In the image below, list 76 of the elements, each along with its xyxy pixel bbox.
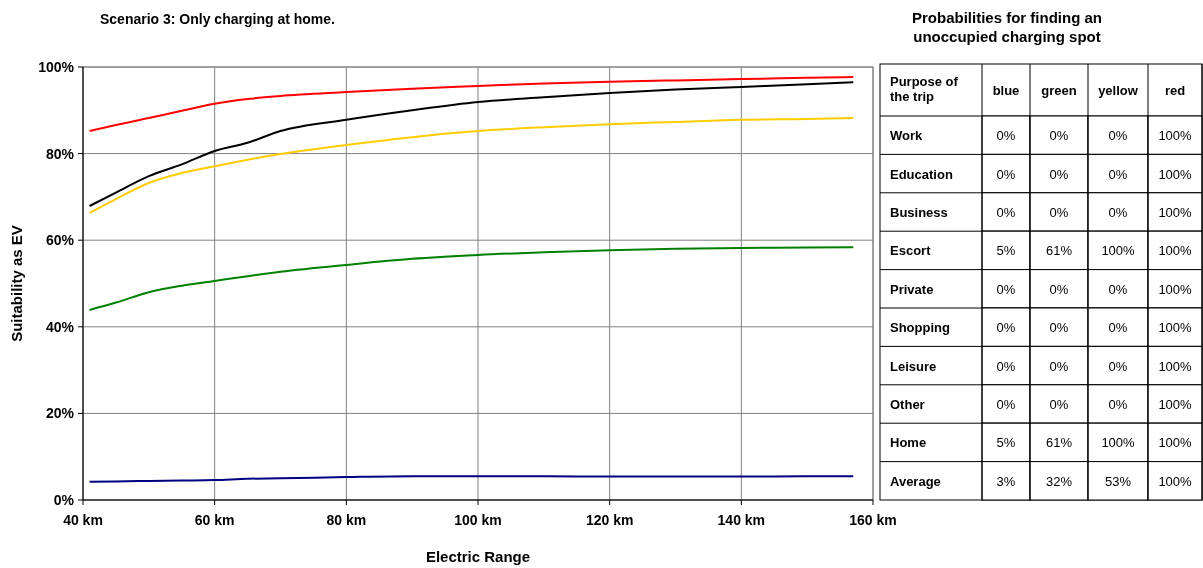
data-label: 53% bbox=[1104, 473, 1132, 489]
data-label: 100% bbox=[1158, 435, 1193, 451]
data-label: 100% bbox=[1101, 243, 1136, 259]
y-tick-label: Education bbox=[890, 166, 953, 182]
x-tick-label: 160 km bbox=[849, 512, 897, 528]
data-label: 100% bbox=[1158, 473, 1193, 489]
data-label: 5% bbox=[996, 435, 1016, 451]
data-label: 0% bbox=[1049, 128, 1069, 144]
y-tick-label: 20% bbox=[45, 405, 75, 422]
y-axis-title: Purpose of the trip bbox=[890, 74, 959, 104]
x-tick-label: 100 km bbox=[454, 512, 502, 528]
data-label: 0% bbox=[1108, 281, 1128, 297]
data-label: 0% bbox=[1108, 166, 1128, 182]
line-series bbox=[88, 117, 855, 214]
line-series bbox=[88, 246, 855, 311]
x-tick-label: 140 km bbox=[717, 512, 766, 528]
chart-title: Probabilities for finding an unoccupied charging spot bbox=[911, 9, 1103, 45]
y-tick-label: Other bbox=[890, 397, 925, 412]
y-tick-label: 80% bbox=[45, 145, 75, 162]
x-tick-label: blue bbox=[992, 83, 1020, 98]
y-tick-label: Work bbox=[890, 128, 924, 144]
data-label: 100% bbox=[1158, 320, 1193, 336]
data-label: 0% bbox=[1049, 358, 1069, 374]
data-label: 100% bbox=[1158, 243, 1193, 259]
data-label: 100% bbox=[1158, 281, 1193, 297]
y-tick-label: Escort bbox=[890, 243, 932, 259]
data-label: 0% bbox=[1049, 281, 1069, 297]
data-label: 0% bbox=[1049, 205, 1069, 220]
y-tick-label: Private bbox=[890, 281, 934, 297]
data-label: 0% bbox=[996, 166, 1016, 182]
data-label: 100% bbox=[1158, 397, 1193, 412]
data-label: 32% bbox=[1045, 473, 1073, 489]
y-tick-label: 40% bbox=[45, 318, 75, 335]
data-label: 100% bbox=[1158, 166, 1193, 182]
chart-title: Scenario 3: Only charging at home. bbox=[100, 11, 335, 27]
y-tick-label: 100% bbox=[38, 58, 75, 75]
y-tick-label: 60% bbox=[45, 232, 75, 249]
data-label: 0% bbox=[1108, 320, 1128, 336]
line-series bbox=[88, 75, 855, 133]
x-tick-label: 60 km bbox=[194, 512, 235, 528]
x-tick-label: red bbox=[1164, 83, 1186, 98]
x-tick-label: green bbox=[1041, 83, 1077, 98]
data-label: 0% bbox=[1049, 397, 1069, 412]
data-label: 0% bbox=[996, 397, 1016, 412]
data-label: 100% bbox=[1158, 205, 1193, 220]
x-tick-label: 40 km bbox=[63, 512, 103, 528]
data-label: 61% bbox=[1045, 243, 1073, 259]
y-tick-label: Home bbox=[890, 435, 927, 451]
data-label: 3% bbox=[996, 473, 1016, 489]
line-series bbox=[88, 81, 855, 207]
y-tick-label: Shopping bbox=[890, 320, 950, 336]
data-label: 5% bbox=[996, 243, 1016, 259]
data-label: 61% bbox=[1045, 435, 1073, 451]
x-tick-label: 80 km bbox=[326, 512, 367, 528]
data-label: 0% bbox=[996, 358, 1016, 374]
data-label: 0% bbox=[996, 281, 1016, 297]
data-label: 0% bbox=[1108, 128, 1128, 144]
y-tick-label: Business bbox=[890, 205, 948, 220]
data-label: 0% bbox=[996, 320, 1016, 336]
data-label: 100% bbox=[1101, 435, 1136, 451]
data-label: 0% bbox=[1108, 358, 1128, 374]
x-tick-label: yellow bbox=[1098, 83, 1139, 98]
data-label: 0% bbox=[1108, 205, 1128, 220]
y-tick-label: Leisure bbox=[890, 358, 937, 374]
y-axis-title: Suitability as EV bbox=[8, 225, 25, 342]
data-label: 100% bbox=[1158, 128, 1193, 144]
data-label: 0% bbox=[1049, 320, 1069, 336]
x-axis-title: Electric Range bbox=[425, 548, 531, 565]
data-label: 0% bbox=[1049, 166, 1069, 182]
x-tick-label: 120 km bbox=[585, 512, 634, 528]
data-label: 100% bbox=[1158, 358, 1193, 374]
y-tick-label: Average bbox=[890, 473, 941, 489]
data-label: 0% bbox=[1108, 397, 1128, 412]
data-label: 0% bbox=[996, 205, 1016, 220]
y-tick-label: 0% bbox=[53, 491, 75, 508]
data-label: 0% bbox=[996, 128, 1016, 144]
